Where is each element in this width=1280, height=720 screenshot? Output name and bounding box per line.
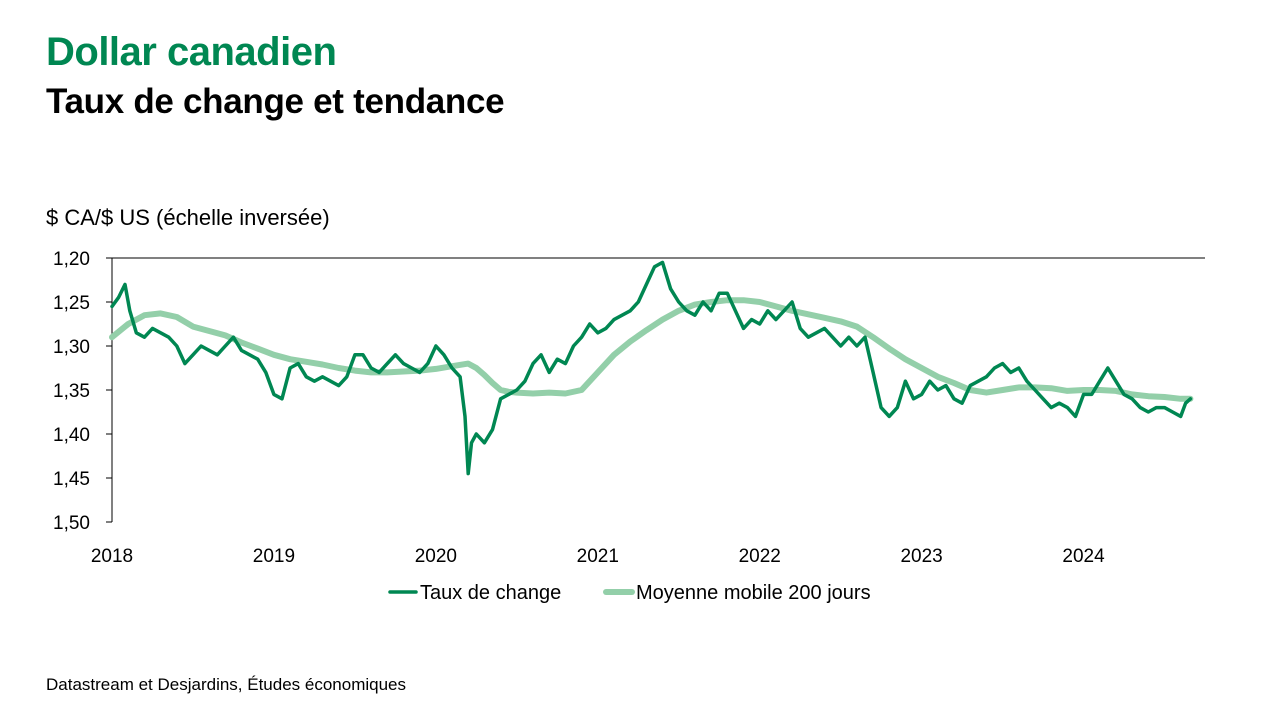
x-tick-label: 2022 [739, 546, 781, 567]
legend-label-trend: Moyenne mobile 200 jours [636, 582, 871, 604]
x-tick-label: 2023 [900, 546, 942, 567]
y-tick-label: 1,50 [53, 513, 90, 534]
chart-title: Dollar canadien [46, 30, 337, 74]
x-tick-label: 2024 [1062, 546, 1105, 567]
y-tick-label: 1,25 [53, 293, 90, 314]
x-tick-label: 2021 [577, 546, 619, 567]
y-tick-label: 1,45 [53, 469, 90, 490]
series-layer [109, 260, 1194, 476]
x-tick-label: 2019 [253, 546, 295, 567]
y-tick-label: 1,40 [53, 425, 90, 446]
x-tick-label: 2018 [91, 546, 133, 567]
y-tick-label: 1,35 [53, 381, 90, 402]
x-tick-label: 2020 [415, 546, 457, 567]
y-tick-label: 1,20 [53, 249, 90, 270]
series-line-rate [110, 260, 1193, 476]
y-tick-label: 1,30 [53, 337, 90, 358]
chart-subtitle: Taux de change et tendance [46, 82, 505, 121]
legend-label-rate: Taux de change [420, 582, 561, 604]
legend: Taux de change Moyenne mobile 200 jours [388, 582, 871, 604]
y-axis-label: $ CA/$ US (échelle inversée) [46, 205, 330, 230]
source-note: Datastream et Desjardins, Études économi… [46, 675, 407, 694]
series-line-trend [109, 297, 1194, 402]
